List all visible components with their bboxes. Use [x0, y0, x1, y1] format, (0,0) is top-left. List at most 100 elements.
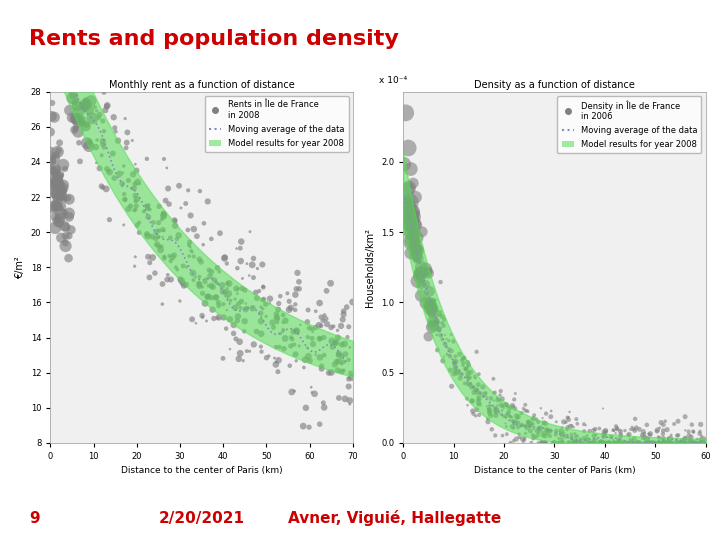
Point	[498, 403, 510, 412]
Point	[405, 228, 416, 237]
Point	[289, 306, 301, 314]
Point	[609, 438, 621, 447]
Point	[50, 166, 61, 175]
Point	[425, 299, 436, 307]
Point	[347, 298, 359, 306]
Point	[129, 262, 140, 271]
Point	[55, 171, 67, 180]
Point	[72, 127, 84, 136]
Point	[201, 316, 212, 325]
Point	[413, 254, 425, 262]
Point	[74, 106, 86, 115]
Point	[585, 438, 596, 447]
Point	[642, 438, 654, 447]
Point	[495, 387, 506, 395]
Point	[278, 345, 289, 353]
Point	[429, 307, 441, 315]
Point	[157, 233, 168, 241]
Point	[55, 213, 66, 222]
Point	[127, 170, 139, 179]
Point	[55, 187, 67, 195]
Point	[598, 438, 610, 447]
Point	[230, 303, 241, 312]
Point	[652, 433, 664, 441]
Point	[277, 310, 289, 319]
Point	[494, 396, 505, 404]
Point	[528, 424, 539, 433]
Point	[629, 438, 641, 447]
Point	[678, 438, 690, 447]
Point	[133, 228, 145, 237]
Point	[654, 434, 665, 442]
Point	[625, 438, 636, 447]
Point	[433, 311, 444, 320]
Point	[80, 100, 91, 109]
Point	[270, 358, 282, 367]
Point	[696, 432, 708, 441]
Point	[487, 374, 499, 383]
Point	[102, 101, 113, 110]
Point	[484, 401, 495, 410]
Point	[291, 327, 302, 336]
Text: 2/20/2021: 2/20/2021	[158, 511, 244, 526]
Point	[285, 333, 297, 341]
Point	[211, 279, 222, 287]
Point	[578, 438, 590, 447]
Point	[339, 340, 351, 348]
Point	[50, 151, 62, 159]
Point	[329, 360, 341, 369]
Point	[68, 90, 79, 99]
Point	[89, 103, 101, 111]
Point	[613, 438, 624, 447]
Point	[416, 227, 428, 236]
Point	[63, 209, 75, 218]
Point	[620, 438, 631, 447]
Point	[407, 213, 418, 221]
Point	[147, 253, 158, 262]
Point	[496, 406, 508, 415]
Point	[582, 431, 593, 440]
Point	[191, 232, 202, 240]
Point	[619, 426, 631, 435]
Point	[677, 438, 688, 447]
Point	[431, 346, 443, 354]
Point	[678, 435, 690, 443]
Point	[49, 201, 60, 210]
Point	[624, 435, 635, 443]
Point	[535, 423, 546, 432]
Point	[238, 327, 250, 335]
Point	[533, 418, 544, 427]
Point	[659, 437, 670, 445]
Point	[180, 199, 192, 208]
Point	[547, 438, 559, 447]
Point	[80, 100, 91, 109]
Point	[171, 235, 183, 244]
Point	[489, 404, 500, 413]
Point	[231, 244, 243, 253]
Point	[495, 401, 507, 409]
Point	[639, 429, 650, 438]
Point	[547, 438, 559, 447]
Point	[60, 223, 72, 232]
Point	[566, 421, 577, 430]
Point	[500, 400, 511, 409]
Title: Monthly rent as a function of distance: Monthly rent as a function of distance	[109, 79, 294, 90]
Point	[166, 253, 178, 262]
Point	[654, 438, 665, 447]
Point	[297, 422, 309, 430]
Point	[494, 391, 505, 400]
Point	[611, 422, 622, 430]
Point	[146, 232, 158, 241]
Point	[60, 242, 71, 251]
Point	[449, 363, 461, 372]
Point	[256, 347, 267, 356]
Point	[443, 336, 454, 345]
Point	[595, 438, 607, 447]
Point	[212, 279, 224, 288]
Point	[539, 432, 551, 441]
Point	[118, 190, 130, 199]
Point	[679, 438, 690, 447]
Point	[491, 394, 503, 402]
Point	[130, 253, 141, 261]
Point	[683, 435, 695, 443]
